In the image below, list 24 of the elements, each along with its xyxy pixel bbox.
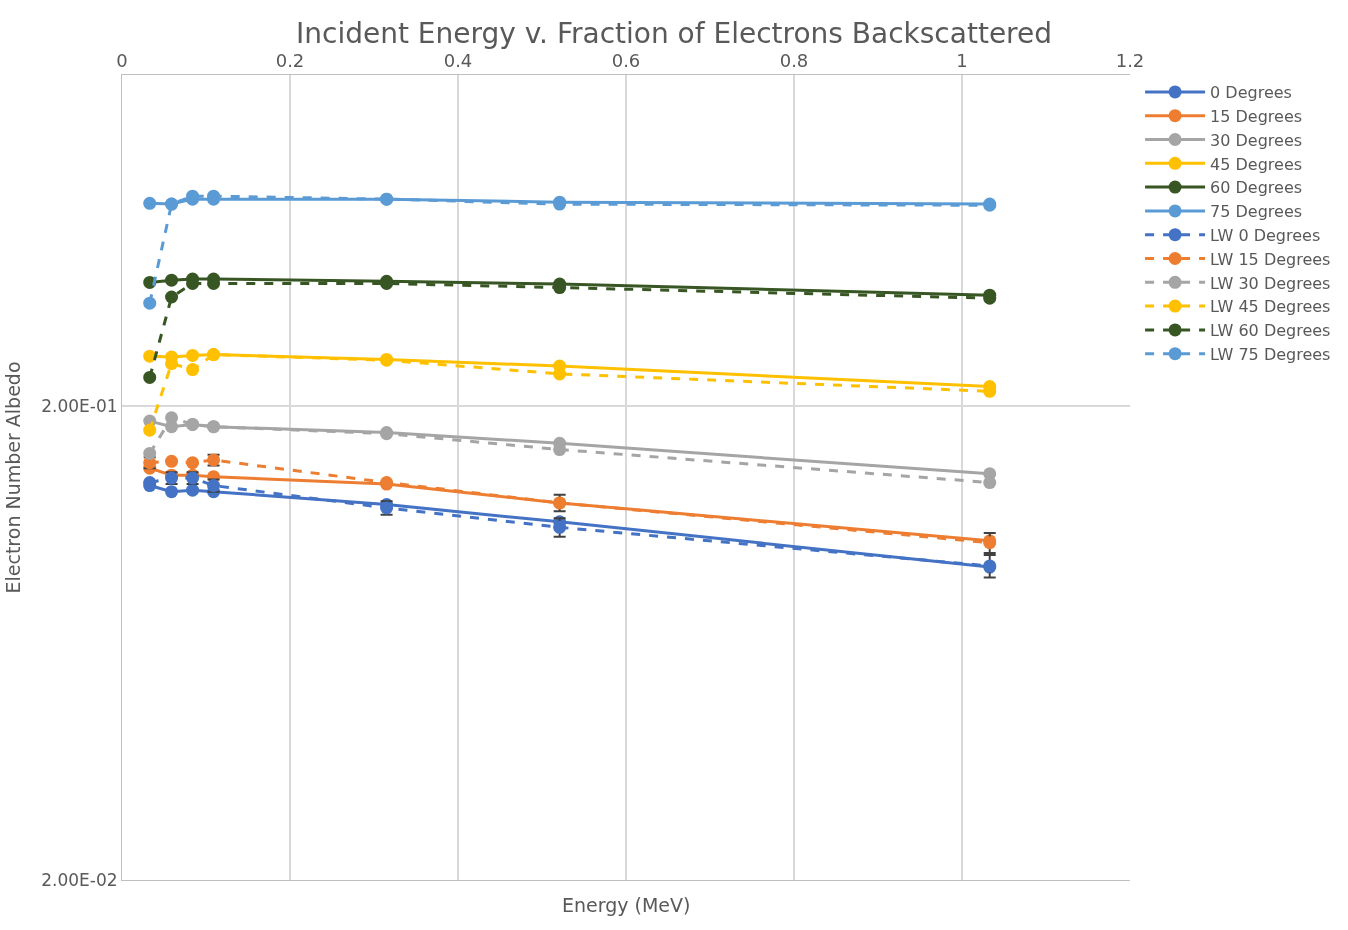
legend-label: LW 15 Degrees — [1210, 249, 1331, 269]
legend-label: LW 30 Degrees — [1210, 273, 1331, 293]
x-tick-label: 0.4 — [443, 49, 473, 71]
y-tick-label: 2.00E-01 — [41, 396, 118, 417]
legend-label: LW 75 Degrees — [1210, 344, 1331, 364]
y-tick-label: 2.00E-02 — [41, 869, 118, 890]
legend-label: 30 Degrees — [1210, 130, 1303, 150]
legend-label: 15 Degrees — [1210, 106, 1303, 126]
y-axis-title: Electron Number Albedo — [2, 361, 25, 594]
x-tick-label: 0.2 — [275, 49, 305, 71]
x-tick-label: 0.6 — [611, 49, 641, 71]
legend-label: LW 60 Degrees — [1210, 321, 1331, 341]
x-tick-label: 0 — [116, 49, 128, 71]
legend-label: LW 45 Degrees — [1210, 297, 1331, 317]
legend-label: 75 Degrees — [1210, 202, 1303, 222]
x-tick-label: 0.8 — [779, 49, 809, 71]
legend-label: 45 Degrees — [1210, 154, 1303, 174]
x-tick-label: 1 — [956, 49, 968, 71]
legend-label: LW 0 Degrees — [1210, 225, 1321, 245]
x-axis-title: Energy (MeV) — [562, 894, 691, 916]
legend-label: 0 Degrees — [1210, 83, 1292, 103]
x-tick-label: 1.2 — [1115, 49, 1145, 71]
chart-title: Incident Energy v. Fraction of Electrons Backscattered — [295, 16, 1053, 50]
legend-label: 60 Degrees — [1210, 178, 1303, 198]
